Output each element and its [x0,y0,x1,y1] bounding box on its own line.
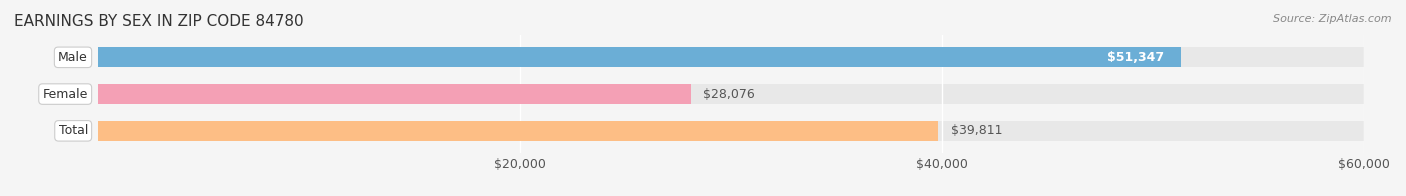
Text: Female: Female [42,88,89,101]
Text: Total: Total [59,124,89,137]
Bar [98,121,1364,141]
Text: Source: ZipAtlas.com: Source: ZipAtlas.com [1274,14,1392,24]
Text: Male: Male [58,51,89,64]
Bar [98,47,1364,67]
Bar [98,47,1181,67]
Text: EARNINGS BY SEX IN ZIP CODE 84780: EARNINGS BY SEX IN ZIP CODE 84780 [14,14,304,29]
Bar [98,121,938,141]
Text: $51,347: $51,347 [1108,51,1164,64]
Text: $28,076: $28,076 [703,88,755,101]
Bar [98,84,690,104]
Bar [98,84,1364,104]
Text: $39,811: $39,811 [950,124,1002,137]
